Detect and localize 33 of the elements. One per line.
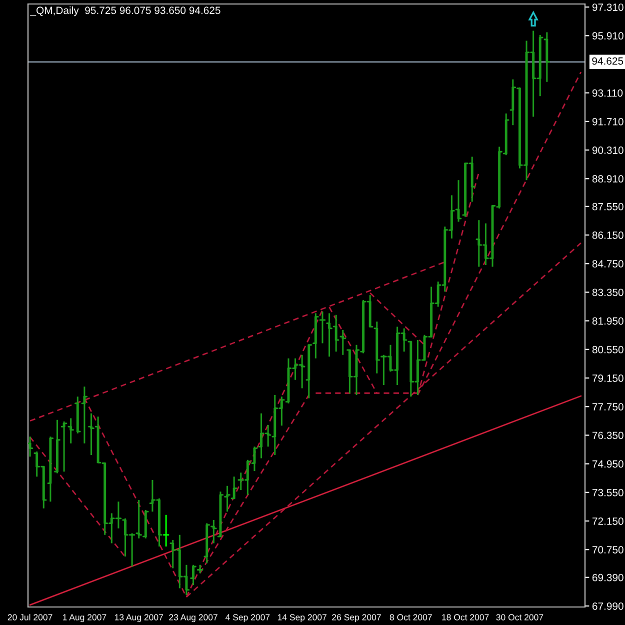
x-tick-label: 26 Sep 2007	[332, 614, 381, 622]
y-tick-label: 91.710	[592, 118, 624, 126]
y-tick-label: 79.150	[592, 374, 624, 382]
y-tick-label: 80.550	[592, 346, 624, 354]
y-tick-label: 95.910	[592, 32, 624, 40]
y-tick-label: 70.750	[592, 546, 624, 554]
x-tick-label: 18 Oct 2007	[442, 614, 489, 620]
x-tick-label: 23 Aug 2007	[169, 614, 218, 622]
y-tick-label: 90.310	[592, 146, 624, 154]
y-tick-label: 77.750	[592, 403, 624, 410]
y-tick-label: 84.750	[592, 260, 624, 268]
x-tick-label: 1 Aug 2007	[62, 614, 106, 622]
x-tick-label: 4 Sep 2007	[225, 614, 270, 622]
y-tick-label: 86.150	[592, 232, 624, 239]
y-tick-label: 93.110	[592, 89, 623, 97]
x-tick-label: 8 Oct 2007	[390, 614, 432, 620]
y-tick-label: 83.350	[592, 288, 624, 296]
y-tick-label: 88.910	[592, 175, 624, 183]
x-tick-label: 13 Aug 2007	[114, 614, 163, 622]
x-tick-label: 30 Oct 2007	[496, 614, 544, 620]
y-tick-label: 67.990	[592, 602, 624, 610]
y-tick-label: 74.950	[592, 460, 624, 468]
ref-line-label: 94.625	[592, 57, 624, 65]
y-tick-label: 76.350	[592, 432, 624, 440]
x-tick-label: 20 Jul 2007	[8, 614, 52, 620]
y-tick-label: 72.150	[592, 518, 624, 525]
x-tick-label: 14 Sep 2007	[278, 614, 326, 622]
y-tick-label: 97.310	[592, 4, 624, 11]
y-tick-label: 81.950	[592, 317, 624, 325]
chart-title: _QM,Daily 95.725 96.075 93.650 94.625	[30, 6, 220, 16]
y-tick-label: 87.550	[592, 202, 624, 210]
y-tick-label: 69.390	[592, 574, 624, 582]
y-tick-label: 73.550	[592, 488, 624, 496]
